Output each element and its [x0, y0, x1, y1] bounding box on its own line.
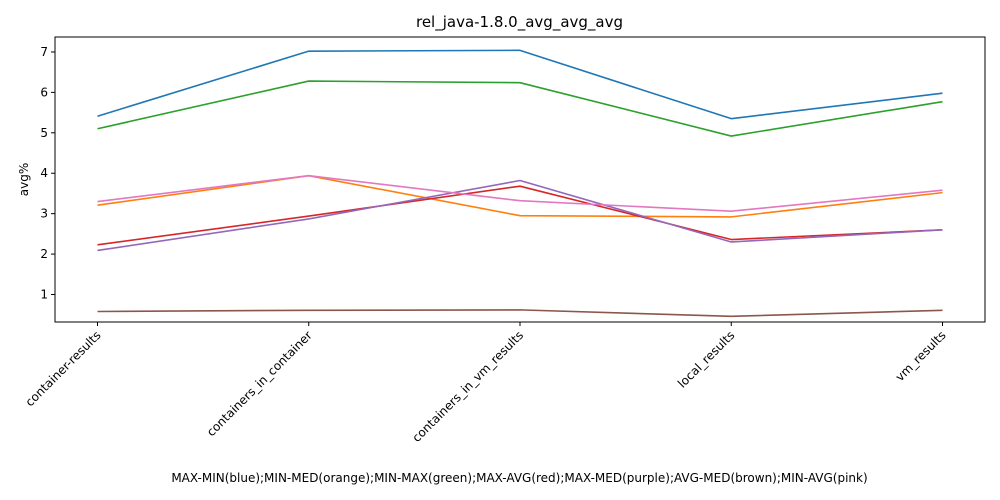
- plot-frame: [54, 36, 986, 323]
- x-tick-label: container-results: [23, 328, 104, 409]
- series-line: [97, 309, 943, 318]
- y-tick-label: 5: [40, 126, 48, 140]
- y-axis-label: avg%: [17, 163, 31, 196]
- series-line: [97, 179, 943, 252]
- y-tick-label: 4: [40, 166, 48, 180]
- x-tick-label: local_results: [675, 328, 737, 390]
- series-line: [97, 185, 943, 246]
- series-line: [97, 174, 943, 218]
- x-tick-label: vm_results: [893, 328, 949, 384]
- y-tick-label: 6: [40, 85, 48, 99]
- x-axis-label: MAX-MIN(blue);MIN-MED(orange);MIN-MAX(gr…: [171, 471, 867, 485]
- series-line: [97, 174, 943, 213]
- series-line: [97, 80, 943, 137]
- y-tick-label: 7: [40, 45, 48, 59]
- chart-title: rel_java-1.8.0_avg_avg_avg: [416, 13, 623, 32]
- y-tick-label: 3: [40, 207, 48, 221]
- y-tick-label: 2: [40, 247, 48, 261]
- axes-layer: 1 2 3 4 5 6 7 container-results containers_in_co…: [23, 45, 949, 445]
- x-tick-label: containers_in_vm_results: [409, 328, 526, 445]
- y-tick-label: 1: [40, 288, 48, 302]
- series-line: [97, 49, 943, 120]
- x-tick-label: containers_in_container: [204, 328, 315, 439]
- series-layer: [97, 49, 943, 318]
